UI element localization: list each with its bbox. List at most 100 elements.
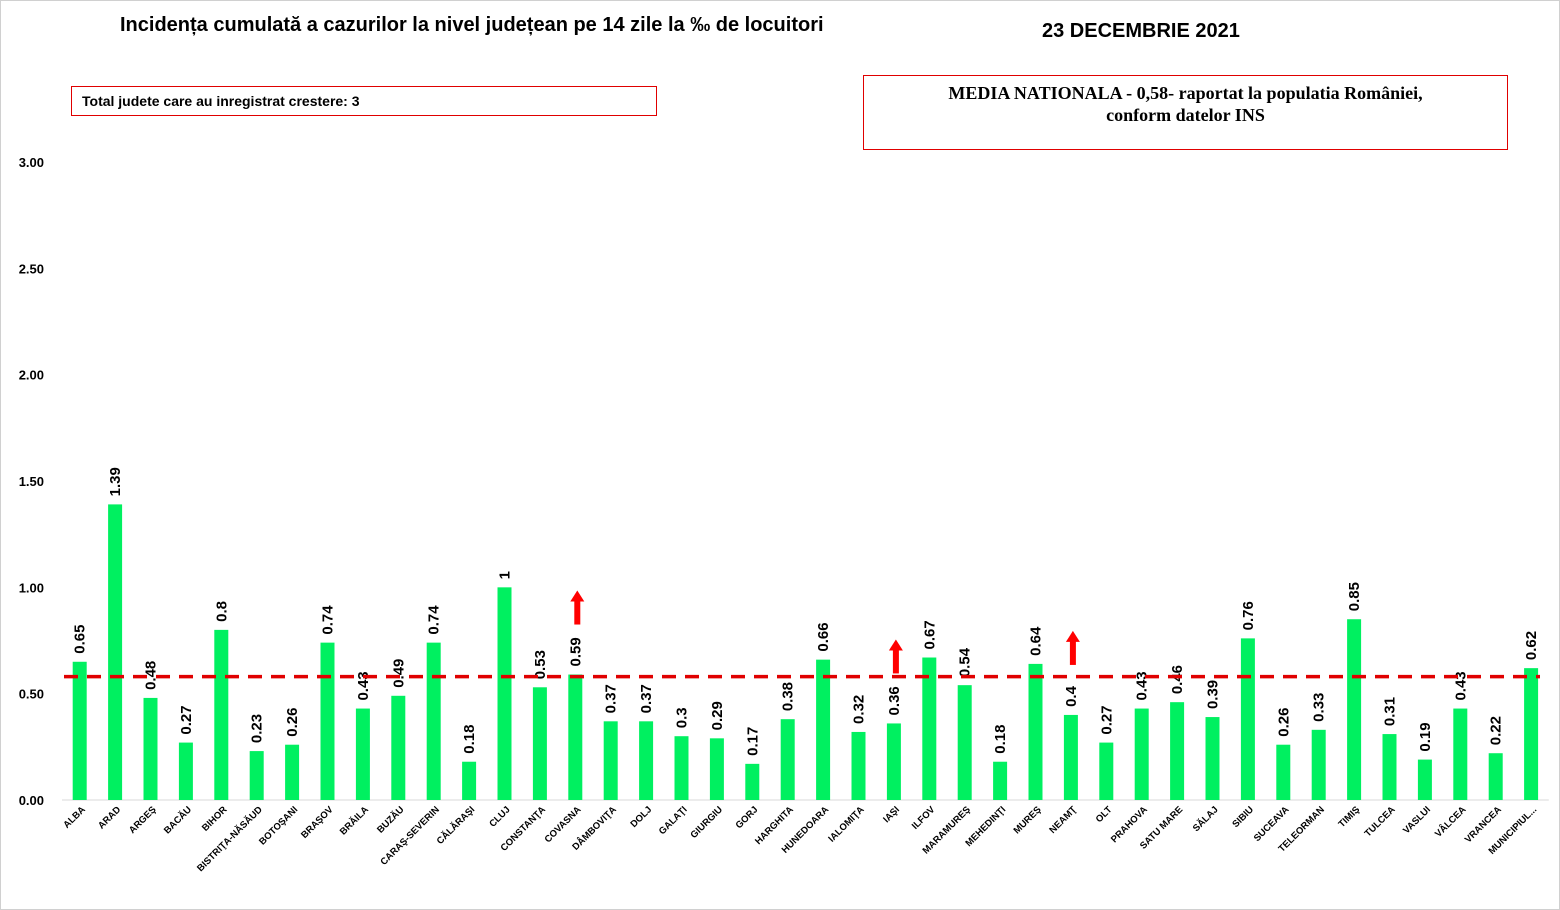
bar-value-label: 0.29 — [709, 701, 726, 730]
bar-value-label: 0.37 — [603, 684, 620, 713]
y-tick-label: 2.00 — [19, 368, 44, 383]
bar-value-label: 0.48 — [143, 661, 160, 690]
increase-arrow-icon — [888, 639, 903, 674]
bar — [1311, 729, 1326, 800]
bar — [1453, 708, 1468, 800]
y-tick-label: 0.50 — [19, 687, 44, 702]
bar — [1170, 702, 1185, 800]
chart-title: Incidența cumulată a cazurilor la nivel … — [120, 14, 824, 36]
bar — [462, 761, 477, 800]
category-label: IALOMIŢA — [826, 804, 866, 844]
y-tick-label: 1.50 — [19, 474, 44, 489]
bar-value-label: 0.43 — [1452, 671, 1469, 700]
category-label: ILFOV — [910, 804, 938, 832]
bar — [1417, 759, 1432, 800]
y-tick-label: 3.00 — [19, 155, 44, 170]
bar-value-label: 0.65 — [72, 625, 89, 654]
bar — [178, 742, 193, 800]
bar — [214, 629, 229, 800]
bar — [993, 761, 1008, 800]
category-label: TULCEA — [1363, 804, 1398, 839]
bar — [1240, 638, 1255, 800]
bar-value-label: 0.22 — [1488, 716, 1505, 745]
bar — [1347, 619, 1362, 800]
category-label: ALBA — [61, 804, 88, 831]
bar-value-label: 0.62 — [1523, 631, 1540, 660]
bar-value-label: 0.18 — [992, 725, 1009, 754]
bar-value-label: 0.67 — [921, 620, 938, 649]
bar-value-label: 0.43 — [1134, 671, 1151, 700]
category-label: MUREŞ — [1012, 804, 1044, 836]
national-average-box: MEDIA NATIONALA - 0,58- raportat la popu… — [863, 75, 1508, 150]
category-label: GALAŢI — [657, 804, 690, 837]
bar-value-label: 0.53 — [532, 650, 549, 679]
bar-value-label: 0.8 — [213, 601, 230, 622]
category-label: DOLJ — [629, 804, 655, 830]
bar-value-label: 0.54 — [957, 647, 974, 677]
bar — [426, 642, 441, 800]
bar-value-label: 0.18 — [461, 725, 478, 754]
bar — [108, 504, 123, 800]
bar-value-label: 0.43 — [355, 671, 372, 700]
bar — [143, 697, 158, 800]
bar — [1099, 742, 1114, 800]
bar-value-label: 0.31 — [1382, 697, 1399, 726]
category-label: GIURGIU — [689, 804, 726, 841]
category-label: BRĂILA — [338, 804, 371, 837]
bar-value-label: 0.26 — [284, 708, 301, 737]
chart-date: 23 DECEMBRIE 2021 — [1042, 20, 1240, 42]
bar — [957, 685, 972, 800]
category-label: BISTRIŢA-NĂSĂUD — [195, 804, 265, 874]
category-label: GORJ — [734, 804, 761, 831]
bar — [674, 736, 689, 800]
bar — [816, 659, 831, 800]
bar — [709, 738, 724, 800]
bar — [922, 657, 937, 800]
bar — [1276, 744, 1291, 800]
bar-value-label: 0.36 — [886, 686, 903, 715]
bar-value-label: 0.27 — [178, 705, 195, 734]
bar-value-label: 0.59 — [567, 637, 584, 666]
bar — [1205, 717, 1220, 800]
category-label: BOTOŞANI — [257, 804, 300, 847]
increase-arrow-icon — [570, 590, 585, 625]
category-label: VASLUI — [1401, 804, 1433, 836]
bar-value-label: 0.3 — [674, 707, 691, 728]
bar-value-label: 0.19 — [1417, 722, 1434, 751]
bar-value-label: 0.66 — [815, 622, 832, 651]
bar-value-label: 0.38 — [780, 682, 797, 711]
category-label: BACĂU — [162, 804, 194, 836]
category-label: OLT — [1094, 804, 1115, 825]
bar — [1524, 668, 1539, 800]
bar-value-label: 0.27 — [1098, 705, 1115, 734]
bar-value-label: 0.37 — [638, 684, 655, 713]
bar — [639, 721, 654, 800]
increase-count-text: Total judete care au inregistrat crester… — [82, 93, 360, 109]
increase-count-box: Total judete care au inregistrat crester… — [71, 86, 657, 116]
bar-value-label: 0.23 — [249, 714, 266, 743]
bar-value-label: 0.64 — [1028, 626, 1045, 656]
category-label: ARGEŞ — [127, 804, 159, 836]
national-average-line1: MEDIA NATIONALA - 0,58- raportat la popu… — [948, 83, 1423, 103]
bar-value-label: 0.39 — [1205, 680, 1222, 709]
category-label: ARAD — [96, 804, 123, 831]
category-label: BRAŞOV — [299, 804, 336, 841]
bar — [603, 721, 618, 800]
y-tick-label: 2.50 — [19, 261, 44, 276]
bar — [249, 751, 264, 800]
bar — [1382, 734, 1397, 800]
bar-value-label: 0.33 — [1311, 693, 1328, 722]
bar — [532, 687, 547, 800]
bar — [1134, 708, 1149, 800]
bar — [497, 587, 512, 800]
bar-value-label: 0.49 — [390, 659, 407, 688]
bar-value-label: 0.74 — [426, 605, 443, 635]
category-label: SIBIU — [1230, 804, 1256, 830]
bar — [1063, 714, 1078, 800]
category-label: SĂLAJ — [1191, 804, 1221, 834]
category-label: TIMIŞ — [1337, 804, 1363, 830]
y-tick-label: 1.00 — [19, 580, 44, 595]
bar — [886, 723, 901, 800]
bar-value-label: 0.26 — [1275, 708, 1292, 737]
